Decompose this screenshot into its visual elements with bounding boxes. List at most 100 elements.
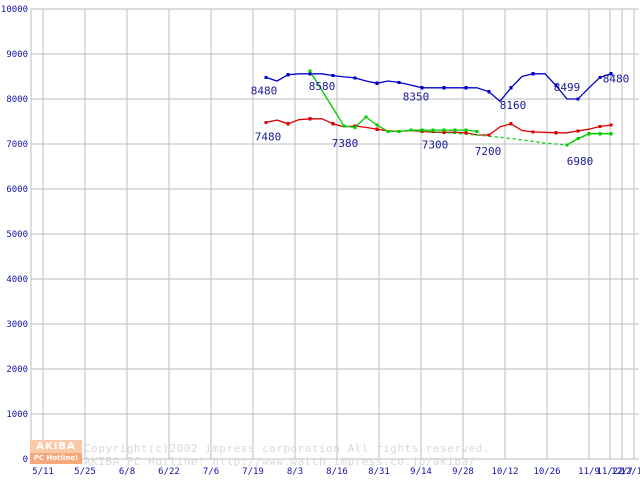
data-point-marker (554, 131, 558, 135)
data-point-marker (397, 129, 401, 133)
data-point-marker (565, 143, 569, 147)
data-point-value-label: 8580 (309, 80, 336, 93)
data-point-marker (576, 137, 580, 141)
data-point-marker (308, 117, 312, 121)
y-axis-tick-label: 3000 (6, 320, 28, 330)
y-axis-tick-label: 1000 (6, 410, 28, 420)
data-point-marker (375, 127, 379, 131)
data-point-value-label: 7300 (422, 139, 449, 152)
series-line-green-solid (309, 70, 478, 133)
data-point-value-label: 8480 (251, 84, 278, 97)
data-point-marker (409, 128, 413, 132)
x-axis-tick-label: 9/28 (452, 467, 474, 477)
y-axis-tick-label: 6000 (6, 185, 28, 195)
data-point-marker (598, 124, 602, 129)
data-point-value-label: 7380 (332, 137, 359, 150)
gridlines (30, 8, 639, 460)
x-axis-tick-label: 5/25 (74, 467, 96, 477)
data-point-marker (509, 122, 513, 126)
x-axis-tick-label: 11/22 (596, 467, 623, 477)
y-axis-tick-label: 8000 (6, 95, 28, 105)
data-point-marker (464, 131, 468, 135)
data-point-markers (264, 69, 613, 147)
data-point-marker (308, 72, 312, 76)
data-point-marker (286, 73, 290, 77)
y-axis-tick-label: 5000 (6, 230, 28, 240)
credit-line-1: Copyright(c)2002 impress corporation All… (84, 442, 490, 455)
data-point-marker (375, 123, 379, 127)
data-point-value-label: 8480 (603, 72, 630, 85)
data-point-marker (576, 129, 580, 133)
x-axis-tick-label: 8/3 (287, 467, 303, 477)
x-axis-tick-label: 8/16 (326, 467, 348, 477)
data-point-marker (286, 122, 290, 126)
series-line-blue (265, 73, 612, 103)
data-point-marker (609, 132, 613, 136)
x-axis-tick-label: 10/26 (533, 467, 560, 477)
data-point-marker (264, 75, 268, 79)
data-point-marker (554, 83, 558, 88)
data-point-marker (576, 97, 580, 101)
data-point-marker (331, 74, 335, 78)
data-point-marker (375, 81, 379, 85)
credit-text: Copyright(c)2002 impress corporation All… (84, 442, 490, 468)
data-point-marker (386, 129, 390, 133)
logo-title-akiba: AKIBA (30, 440, 82, 453)
data-point-marker (475, 129, 479, 133)
data-point-marker (397, 80, 401, 84)
x-axis-tick-label: 9/14 (410, 467, 432, 477)
data-point-marker (509, 86, 513, 90)
data-point-marker (487, 90, 491, 94)
data-point-marker (420, 86, 424, 90)
data-series-group (265, 70, 612, 146)
data-point-marker (464, 128, 468, 132)
y-axis-tick-label: 7000 (6, 140, 28, 150)
data-point-marker (609, 123, 613, 127)
data-point-value-label: 7480 (255, 130, 282, 143)
data-point-marker (342, 124, 346, 128)
data-point-marker (308, 69, 312, 73)
data-point-marker (264, 120, 268, 124)
x-axis-tick-label: 7/6 (203, 467, 219, 477)
x-axis-tick-labels: 5/11 5/25 6/8 6/22 7/6 7/19 8/3 8/16 8/31 9/14 9/2… (32, 467, 640, 477)
y-axis-tick-label: 9000 (6, 50, 28, 60)
data-point-marker (353, 76, 357, 80)
data-point-marker (598, 132, 602, 136)
data-point-marker (531, 72, 535, 76)
data-point-marker (431, 128, 435, 132)
akiba-pc-hotline-logo: AKIBA PC Hotline! (30, 440, 82, 466)
y-axis-tick-labels: 0 1000 2000 3000 4000 5000 6000 7000 8000 9000 100… (1, 5, 28, 465)
data-point-marker (442, 128, 446, 132)
data-point-marker (464, 86, 468, 90)
y-axis-tick-label: 4000 (6, 275, 28, 285)
y-axis-tick-label: 10000 (1, 5, 28, 15)
data-point-value-label: 8160 (500, 99, 527, 112)
y-axis-tick-label: 0 (23, 455, 28, 465)
credit-line-2: AKIBA PC Hotline! http://www.watch.impre… (84, 455, 476, 468)
data-point-value-label: 7200 (475, 145, 502, 158)
x-axis-tick-label: 6/8 (119, 467, 135, 477)
x-axis-tick-label: 8/31 (368, 467, 390, 477)
x-axis-tick-label: 11/9 (578, 467, 600, 477)
x-axis-tick-label: 12/14 (620, 467, 640, 477)
data-point-marker (453, 128, 457, 132)
data-point-value-label: 8499 (554, 81, 581, 94)
data-point-marker (364, 115, 368, 119)
data-point-marker (420, 128, 424, 132)
logo-subtitle-pc-hotline: PC Hotline! (30, 453, 82, 464)
x-axis-tick-label: 7/19 (242, 467, 264, 477)
x-axis-tick-label: 6/22 (158, 467, 180, 477)
data-point-marker (609, 72, 613, 76)
y-axis-tick-label: 2000 (6, 365, 28, 375)
data-point-labels: 8480 8580 8350 8160 8499 8480 7480 7380 7300 7200… (251, 72, 630, 167)
x-axis-tick-label: 5/11 (32, 467, 54, 477)
data-point-marker (598, 75, 602, 79)
data-point-marker (587, 132, 591, 136)
data-point-marker (442, 86, 446, 90)
data-point-marker (487, 133, 491, 137)
data-point-value-label: 8350 (403, 90, 430, 103)
data-point-value-label: 6980 (567, 155, 594, 168)
series-line-red (265, 118, 612, 136)
data-point-marker (442, 130, 446, 134)
